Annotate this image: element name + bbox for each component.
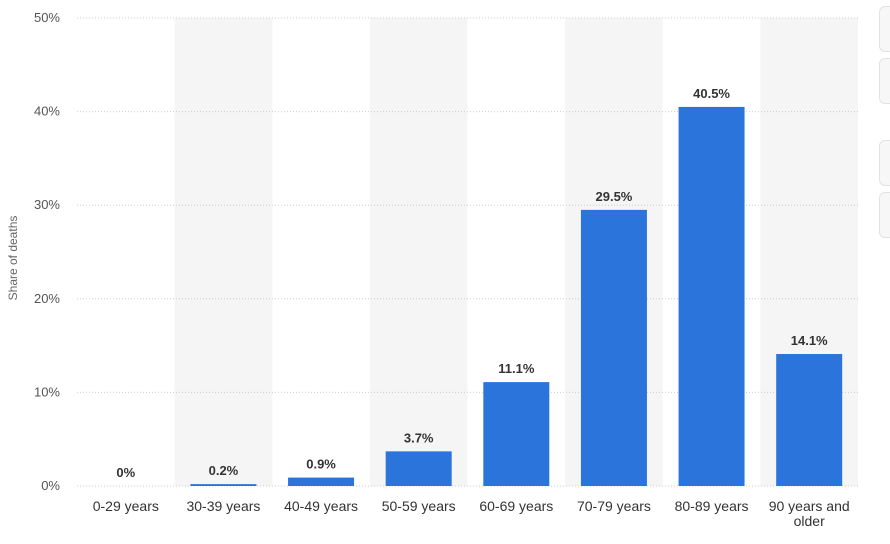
y-tick-label: 40% [34,104,60,119]
x-tick-label: 80-89 years [675,498,749,514]
bar [678,106,745,487]
value-labels: 0% 0.2% 0.9% 3.7% 11.1% 29.5% 40.5% 14.1% [116,86,828,480]
y-tick-label: 10% [34,384,60,399]
value-label: 29.5% [596,189,633,204]
side-panel-tab-2[interactable] [879,58,890,104]
y-tick-label: 20% [34,291,60,306]
y-tick-label: 50% [34,10,60,25]
x-tick-label: 60-69 years [479,498,553,514]
side-panel-tab-4[interactable] [879,192,890,238]
x-tick-label: 30-39 years [186,498,260,514]
bar [483,382,550,486]
bars [190,106,843,487]
x-axis-labels: 0-29 years 30-39 years 40-49 years 50-59 ye… [93,498,850,529]
value-label: 0.2% [209,463,239,478]
side-panel-tab-3[interactable] [879,140,890,186]
x-tick-label: 70-79 years [577,498,651,514]
bar [190,484,257,486]
value-label: 14.1% [791,333,828,348]
value-label: 3.7% [404,430,434,445]
value-label: 40.5% [693,86,730,101]
column-band [174,18,273,486]
x-tick-label: 90 years and older [769,498,850,529]
column-band [369,18,468,486]
value-label: 0% [116,465,135,480]
x-tick-label: 0-29 years [93,498,159,514]
y-axis-label: Share of deaths [6,216,20,301]
bar [776,354,843,486]
value-label: 0.9% [306,457,336,472]
x-tick-label: 50-59 years [382,498,456,514]
x-tick-label: 40-49 years [284,498,358,514]
y-tick-label: 30% [34,197,60,212]
bar [288,477,355,486]
bar [580,209,647,486]
value-label: 11.1% [498,361,535,376]
y-tick-label: 0% [41,478,60,493]
bar [385,451,452,486]
gridlines [77,17,858,487]
y-axis-ticks: 0% 10% 20% 30% 40% 50% [34,10,60,493]
side-panel-tab-1[interactable] [879,6,890,52]
